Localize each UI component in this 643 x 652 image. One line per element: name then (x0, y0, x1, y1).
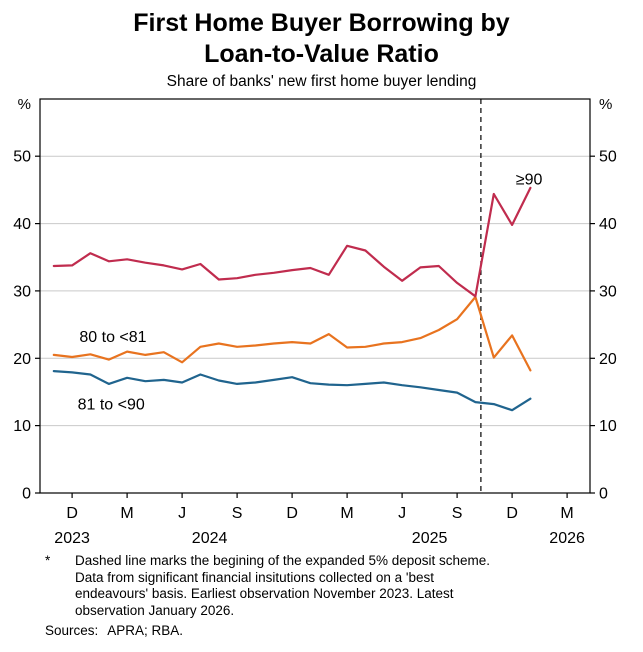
y-tick-label-right: 40 (599, 216, 617, 233)
chart-title: First Home Buyer Borrowing by Loan-to-Va… (0, 0, 643, 70)
x-year-label: 2026 (549, 530, 585, 547)
x-tick-label: S (452, 505, 463, 522)
y-tick-label-left: 0 (22, 486, 31, 503)
x-year-label: 2025 (412, 530, 448, 547)
x-tick-label: D (286, 505, 298, 522)
y-tick-label-right: 20 (599, 351, 617, 368)
y-tick-label-right: 30 (599, 283, 617, 300)
chart-title-line1: First Home Buyer Borrowing by (133, 9, 510, 37)
y-axis-unit-left: % (18, 96, 31, 113)
series-line-≥90 (52, 186, 532, 298)
series-label-≥90: ≥90 (516, 172, 543, 189)
x-tick-label: M (340, 505, 353, 522)
sources-line: Sources: APRA; RBA. (0, 619, 643, 638)
chart-title-line2: Loan-to-Value Ratio (204, 40, 439, 68)
footnote: * Dashed line marks the begining of the … (0, 551, 643, 619)
x-tick-label: J (398, 505, 406, 522)
y-tick-label-left: 30 (13, 283, 31, 300)
x-tick-label: M (560, 505, 573, 522)
plot-border (39, 98, 591, 494)
sources-text: APRA; RBA. (107, 623, 184, 638)
y-tick-label-left: 20 (13, 351, 31, 368)
chart-plot-area: 81 to <90 80 to <81 ≥90 0 0 10 10 20 20 30 30 40 40 5… (13, 96, 617, 547)
series-line-81 to <90 (52, 370, 532, 412)
series-label-81 to <90: 81 to <90 (78, 397, 145, 414)
y-tick-label-right: 50 (599, 149, 617, 166)
x-year-label: 2024 (192, 530, 228, 547)
x-tick-label: J (178, 505, 186, 522)
sources-label: Sources: (45, 623, 99, 638)
series-line-80 to <81 (52, 295, 532, 372)
x-tick-label: D (66, 505, 78, 522)
x-tick-label: M (120, 505, 133, 522)
y-tick-label-left: 10 (13, 418, 31, 435)
y-tick-label-right: 0 (599, 486, 608, 503)
series-label-80 to <81: 80 to <81 (79, 329, 146, 346)
y-tick-label-left: 50 (13, 149, 31, 166)
footnote-marker: * (45, 553, 51, 568)
y-tick-label-left: 40 (13, 216, 31, 233)
x-year-label: 2023 (54, 530, 90, 547)
y-axis-unit-right: % (599, 96, 612, 113)
y-tick-label-right: 10 (599, 418, 617, 435)
chart-subtitle: Share of banks' new first home buyer len… (166, 73, 477, 90)
x-tick-label: D (506, 505, 518, 522)
footnote-text: Dashed line marks the begining of the ex… (75, 553, 491, 618)
x-tick-label: S (232, 505, 243, 522)
